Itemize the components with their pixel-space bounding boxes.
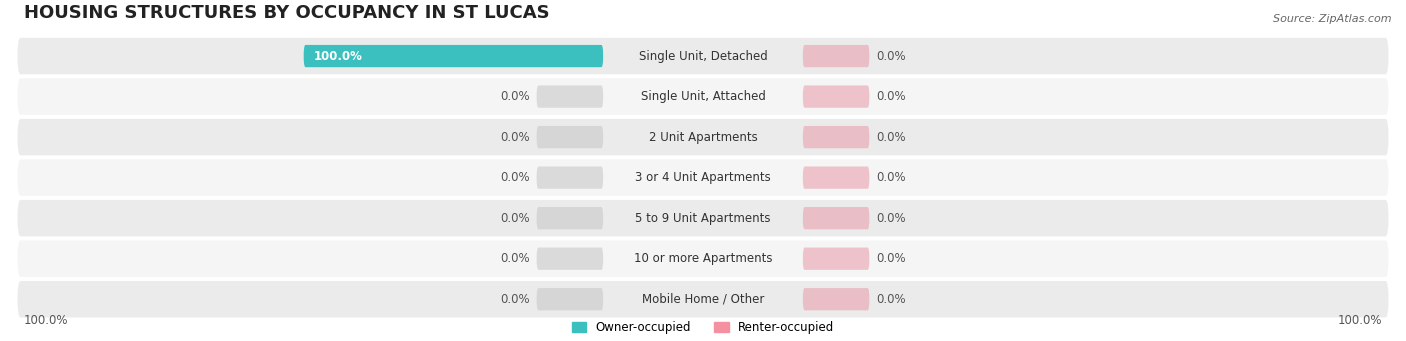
Text: 0.0%: 0.0% (501, 90, 530, 103)
Text: Single Unit, Detached: Single Unit, Detached (638, 49, 768, 62)
FancyBboxPatch shape (537, 207, 603, 229)
Text: 0.0%: 0.0% (501, 171, 530, 184)
Text: 0.0%: 0.0% (876, 171, 905, 184)
Text: 100.0%: 100.0% (24, 314, 69, 327)
FancyBboxPatch shape (537, 248, 603, 270)
FancyBboxPatch shape (803, 207, 869, 229)
FancyBboxPatch shape (17, 78, 1389, 115)
Text: 0.0%: 0.0% (501, 131, 530, 144)
Text: Single Unit, Attached: Single Unit, Attached (641, 90, 765, 103)
FancyBboxPatch shape (17, 200, 1389, 236)
FancyBboxPatch shape (803, 166, 869, 189)
Text: HOUSING STRUCTURES BY OCCUPANCY IN ST LUCAS: HOUSING STRUCTURES BY OCCUPANCY IN ST LU… (24, 4, 550, 21)
Text: 10 or more Apartments: 10 or more Apartments (634, 252, 772, 265)
FancyBboxPatch shape (537, 126, 603, 148)
FancyBboxPatch shape (803, 126, 869, 148)
Legend: Owner-occupied, Renter-occupied: Owner-occupied, Renter-occupied (567, 316, 839, 339)
Text: 0.0%: 0.0% (501, 212, 530, 225)
FancyBboxPatch shape (17, 119, 1389, 155)
FancyBboxPatch shape (537, 166, 603, 189)
Text: 100.0%: 100.0% (1337, 314, 1382, 327)
Text: 2 Unit Apartments: 2 Unit Apartments (648, 131, 758, 144)
Text: 100.0%: 100.0% (314, 49, 363, 62)
FancyBboxPatch shape (803, 288, 869, 310)
Text: 0.0%: 0.0% (876, 131, 905, 144)
Text: Mobile Home / Other: Mobile Home / Other (641, 293, 765, 306)
FancyBboxPatch shape (17, 281, 1389, 317)
FancyBboxPatch shape (803, 45, 869, 67)
FancyBboxPatch shape (803, 248, 869, 270)
Text: 0.0%: 0.0% (876, 90, 905, 103)
FancyBboxPatch shape (304, 45, 603, 67)
Text: 0.0%: 0.0% (501, 293, 530, 306)
FancyBboxPatch shape (537, 86, 603, 108)
FancyBboxPatch shape (17, 38, 1389, 74)
Text: 0.0%: 0.0% (501, 252, 530, 265)
FancyBboxPatch shape (803, 86, 869, 108)
Text: 3 or 4 Unit Apartments: 3 or 4 Unit Apartments (636, 171, 770, 184)
FancyBboxPatch shape (17, 159, 1389, 196)
FancyBboxPatch shape (17, 240, 1389, 277)
Text: 0.0%: 0.0% (876, 49, 905, 62)
Text: Source: ZipAtlas.com: Source: ZipAtlas.com (1274, 14, 1392, 24)
Text: 0.0%: 0.0% (876, 252, 905, 265)
Text: 0.0%: 0.0% (876, 293, 905, 306)
Text: 5 to 9 Unit Apartments: 5 to 9 Unit Apartments (636, 212, 770, 225)
FancyBboxPatch shape (537, 288, 603, 310)
Text: 0.0%: 0.0% (876, 212, 905, 225)
